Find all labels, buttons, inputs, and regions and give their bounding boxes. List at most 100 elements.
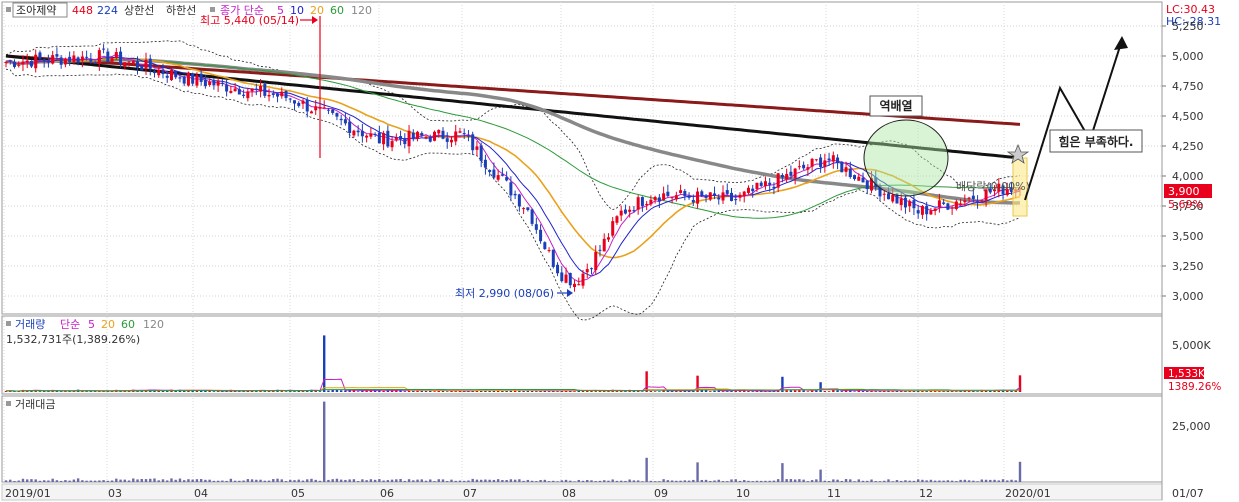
candle-body — [1005, 189, 1009, 196]
candle-body — [848, 168, 852, 178]
volume-bar — [815, 389, 818, 392]
amount-bar — [297, 479, 300, 482]
volume-bar — [123, 390, 126, 392]
amount-bar — [348, 479, 351, 482]
candle-body — [636, 197, 640, 210]
volume-bar — [225, 391, 228, 392]
volume-bar — [607, 390, 610, 392]
candle-body — [645, 203, 649, 205]
volume-bar — [412, 390, 415, 392]
volume-bar — [318, 391, 322, 392]
amount-bar — [339, 479, 343, 482]
candle-body — [38, 52, 42, 59]
candle-body — [556, 264, 560, 274]
amount-bar — [721, 481, 725, 482]
amount-bar — [989, 479, 992, 482]
candle-body — [827, 158, 831, 161]
candle-body — [738, 194, 742, 198]
amount-bar — [666, 480, 670, 482]
candle-body — [157, 69, 161, 76]
amount-bar — [323, 401, 326, 482]
candle-body — [42, 59, 46, 61]
volume-bar — [416, 390, 419, 392]
price-tick-label: 3,750 — [1172, 200, 1204, 213]
amount-bar — [1018, 461, 1022, 482]
volume-bar — [64, 390, 67, 392]
projection-arrowhead-icon — [1114, 36, 1128, 50]
legend-marker-icon — [6, 7, 11, 12]
amount-bar — [658, 481, 661, 482]
amount-bar — [997, 480, 1000, 482]
amount-bar — [361, 479, 364, 482]
volume-bar — [356, 391, 360, 392]
candle-body — [309, 111, 313, 114]
candle-body — [725, 190, 729, 194]
amount-bar — [42, 480, 46, 482]
candle-body — [840, 161, 844, 173]
price-tick-label: 5,000 — [1172, 50, 1204, 63]
volume-bar — [98, 391, 101, 392]
amount-bar — [9, 479, 12, 482]
amount-bar — [751, 481, 754, 482]
candle-body — [993, 189, 997, 192]
candle-body — [585, 269, 589, 273]
volume-bar — [594, 391, 597, 392]
amount-bar — [636, 480, 640, 482]
volume-bar — [666, 390, 670, 392]
amount-bar — [581, 480, 585, 482]
candle-body — [479, 145, 483, 161]
high-arrow-icon — [312, 16, 318, 24]
volume-bar — [675, 390, 678, 392]
volume-bar — [479, 390, 483, 392]
candle-body — [768, 182, 772, 185]
volume-bar — [369, 389, 373, 392]
amount-bar — [93, 480, 97, 482]
candle-body — [666, 191, 670, 196]
volume-bar — [556, 391, 559, 392]
candle-body — [937, 200, 941, 207]
volume-bar — [81, 390, 84, 392]
amount-bar — [564, 479, 568, 482]
volume-badge-pct: 1389.26% — [1168, 381, 1221, 393]
volume-bar — [878, 391, 882, 392]
ma-period-120: 120 — [351, 4, 372, 17]
candle-body — [721, 192, 725, 201]
amount-bar — [552, 480, 555, 482]
amount-bar — [972, 480, 975, 482]
volume-bar — [267, 391, 271, 392]
amount-bar — [887, 479, 890, 482]
amount-bar — [386, 480, 390, 482]
volume-bar — [327, 390, 330, 392]
amount-bar — [276, 478, 279, 482]
candle-body — [229, 91, 233, 93]
candle-body — [254, 88, 258, 90]
volume-bar — [908, 390, 911, 392]
candle-body — [488, 170, 492, 172]
amount-bar — [199, 479, 203, 482]
amount-bar — [331, 479, 334, 482]
candle-body — [360, 130, 364, 137]
amount-bar — [365, 480, 368, 482]
candle-body — [220, 82, 224, 84]
candle-body — [543, 242, 547, 250]
volume-bar — [526, 390, 530, 392]
volume-ma-label: 단순 — [60, 318, 80, 331]
amount-bar — [429, 479, 432, 482]
volume-bar — [866, 391, 869, 392]
volume-bar — [925, 390, 928, 392]
stock-name[interactable]: 조아제약 — [16, 3, 56, 17]
amount-bar — [866, 480, 869, 482]
volume-bar — [344, 390, 347, 392]
amount-bar — [267, 480, 271, 482]
candle-body — [110, 58, 114, 62]
amount-bar — [306, 479, 309, 482]
stock-name-box[interactable] — [12, 2, 68, 18]
amount-bar — [85, 480, 88, 482]
amount-bar — [216, 480, 220, 482]
amount-bar — [335, 478, 339, 482]
candle-body — [267, 95, 271, 97]
candle-body — [657, 197, 661, 202]
amount-bar — [115, 478, 118, 482]
volume-bar — [832, 390, 835, 392]
